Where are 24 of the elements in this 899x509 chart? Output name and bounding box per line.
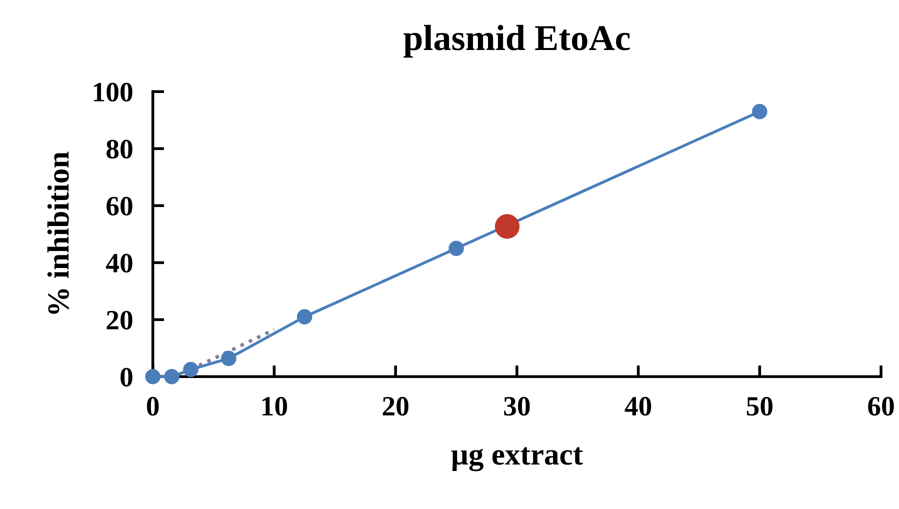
y-axis-title: % inhibition [47, 152, 69, 314]
y-tick-label: 20 [106, 310, 132, 330]
x-tick-label: 40 [624, 396, 652, 416]
point [221, 350, 236, 366]
point [296, 309, 312, 324]
x-axis-title: µg extract [451, 447, 583, 472]
point [494, 214, 520, 239]
y-tick-label: 80 [106, 140, 132, 159]
y-tick-label: 60 [106, 196, 132, 216]
chart-title: plasmid EtoAc [404, 24, 630, 58]
x-tick-label: 60 [868, 396, 894, 416]
x-tick-label: 50 [746, 396, 772, 416]
x-tick-label: 10 [262, 396, 288, 416]
point [448, 240, 464, 256]
point [752, 104, 768, 120]
y-tick-label: 0 [120, 368, 132, 387]
x-tick-label: 20 [382, 396, 408, 416]
y-tick-label: 40 [106, 254, 132, 273]
point [145, 369, 160, 384]
x-tick-label: 0 [146, 396, 159, 416]
point [183, 362, 198, 378]
point [164, 369, 180, 384]
x-tick-label: 30 [504, 396, 530, 416]
y-tick-label: 100 [94, 82, 132, 102]
